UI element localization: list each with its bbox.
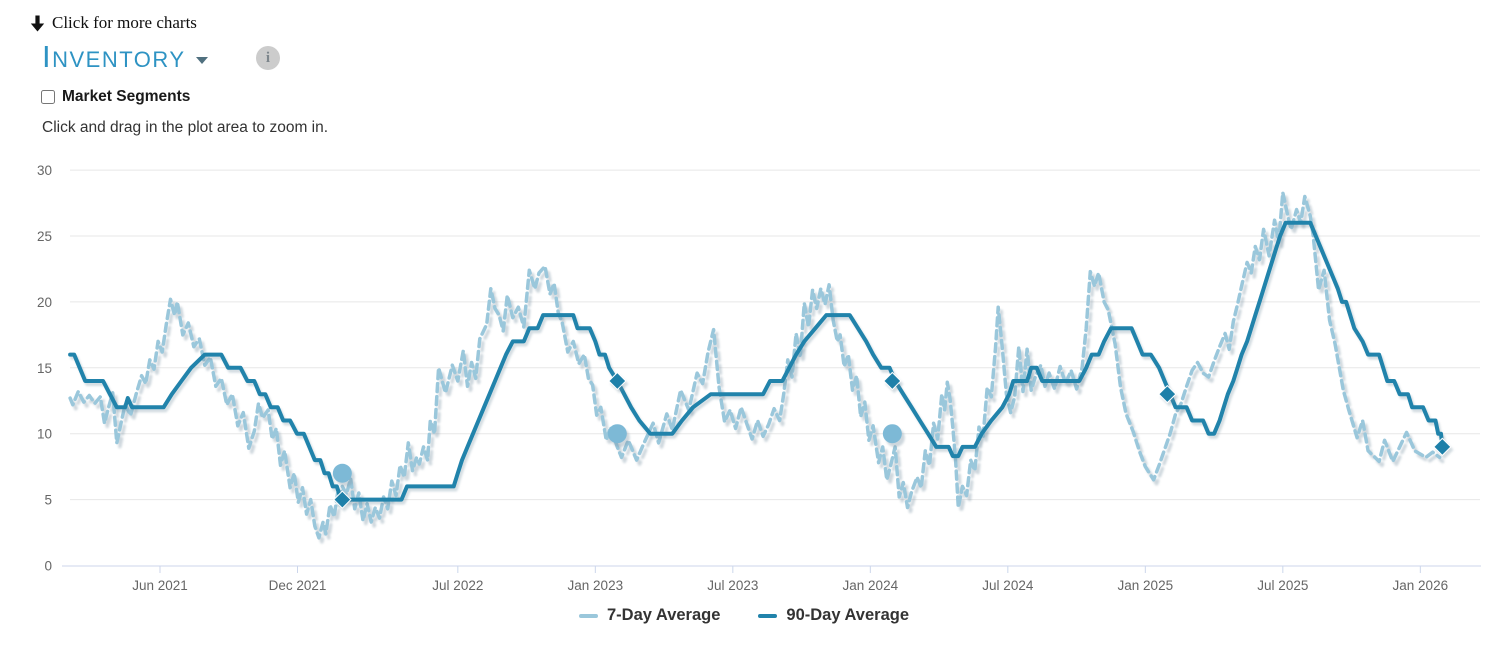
x-axis-label: Jul 2022: [432, 578, 483, 593]
y-axis-label: 5: [44, 493, 52, 508]
ninety-day-average-line: [68, 220, 1445, 502]
ninety-day-marker-diamond: [1158, 384, 1177, 404]
ninety-day-marker-diamond: [333, 490, 352, 509]
y-axis-label: 10: [37, 427, 52, 442]
ninety-day-marker-diamond: [608, 371, 627, 391]
x-axis-label: Jan 2023: [568, 578, 624, 593]
y-axis-label: 15: [37, 361, 52, 376]
legend-label-90day: 90-Day Average: [786, 606, 910, 624]
legend-item-90-day[interactable]: 90-Day Average: [758, 606, 909, 625]
x-axis-label: Jun 2021: [132, 578, 188, 593]
seven-day-average-line: [68, 190, 1442, 540]
legend-swatch-90day: [758, 613, 778, 618]
y-axis-label: 0: [44, 559, 52, 574]
x-axis-label: Dec 2021: [269, 578, 327, 593]
ninety-day-marker-diamond: [883, 371, 902, 391]
chart-legend: 7-Day Average 90-Day Average: [0, 606, 1488, 625]
x-axis-label: Jan 2026: [1393, 578, 1449, 593]
down-arrow-icon: [30, 15, 45, 31]
x-axis-label: Jul 2023: [707, 578, 758, 593]
chart-title-dropdown[interactable]: Inventory: [42, 40, 208, 74]
y-axis-label: 30: [37, 163, 52, 178]
more-charts-link[interactable]: Click for more charts: [30, 13, 197, 33]
market-segments-label[interactable]: Market Segments: [62, 88, 191, 105]
inventory-chart-plot-area[interactable]: 0 5 10 15 20 25 30 Jun 2021 Dec 2021 Jul 2022 Jan …: [0, 0, 1488, 600]
more-charts-label: Click for more charts: [52, 13, 197, 32]
info-icon[interactable]: i: [256, 46, 280, 70]
legend-label-7day: 7-Day Average: [606, 606, 721, 624]
zoom-hint-text: Click and drag in the plot area to zoom …: [42, 119, 329, 136]
market-segments-control: Market Segments: [41, 88, 190, 106]
market-segments-checkbox[interactable]: [41, 90, 55, 104]
y-axis-label: 25: [37, 229, 52, 244]
legend-item-7-day[interactable]: 7-Day Average: [578, 606, 721, 625]
seven-day-marker-circle: [332, 463, 352, 483]
x-axis-label: Jan 2025: [1118, 578, 1174, 593]
page-title: Inventory: [42, 39, 186, 74]
legend-swatch-7day: [578, 613, 598, 618]
seven-day-marker-circle: [882, 424, 902, 444]
seven-day-marker-circle: [607, 424, 627, 444]
x-axis-label: Jan 2024: [843, 578, 899, 593]
x-axis-label: Jul 2025: [1257, 578, 1308, 593]
x-axis-label: Jul 2024: [982, 578, 1034, 593]
y-axis-label: 20: [37, 295, 52, 310]
chevron-down-icon: [195, 56, 208, 64]
ninety-day-marker-diamond: [1433, 437, 1452, 457]
